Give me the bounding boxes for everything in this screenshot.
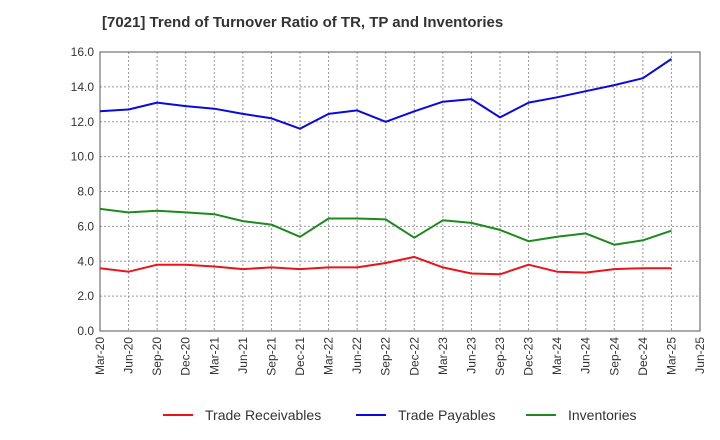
x-tick-label: Jun-20 <box>122 337 136 374</box>
legend-swatch <box>356 414 386 416</box>
x-tick-label: Sep-21 <box>264 337 278 376</box>
legend-label: Trade Payables <box>398 407 496 423</box>
chart-title: [7021] Trend of Turnover Ratio of TR, TP… <box>102 14 504 31</box>
x-tick-label: Sep-24 <box>607 337 621 376</box>
x-tick-label: Sep-23 <box>493 337 507 376</box>
x-tick-label: Dec-24 <box>636 337 650 376</box>
x-tick-label: Jun-25 <box>693 337 707 374</box>
x-tick-label: Dec-23 <box>522 337 536 376</box>
y-tick-label: 0.0 <box>77 324 94 338</box>
series-line-trade-payables <box>99 58 672 130</box>
y-tick-label: 16.0 <box>71 45 95 59</box>
x-tick-label: Mar-21 <box>207 337 221 375</box>
legend-swatch <box>163 414 193 416</box>
x-axis-ticks: Mar-20 Jun-20 Sep-20 Dec-20 Mar-21 Jun-21 Sep-… <box>93 337 707 376</box>
legend-item: Trade Receivables <box>163 405 321 425</box>
x-tick-label: Jun-22 <box>350 337 364 374</box>
x-tick-label: Mar-22 <box>322 337 336 375</box>
x-tick-label: Jun-23 <box>464 337 478 374</box>
y-tick-label: 2.0 <box>77 289 94 303</box>
series-line-inventories <box>99 207 672 246</box>
legend-item: Inventories <box>526 405 636 425</box>
x-tick-label: Dec-21 <box>293 337 307 376</box>
y-axis-ticks: 0.0 2.0 4.0 6.0 8.0 10.0 12.0 14.0 16.0 <box>71 45 95 338</box>
x-tick-label: Jun-21 <box>236 337 250 374</box>
plot-area-border <box>99 51 701 332</box>
series-line-trade-receivables <box>99 255 672 276</box>
y-tick-label: 4.0 <box>77 254 94 268</box>
legend-label: Inventories <box>568 407 637 423</box>
series-lines <box>99 58 672 276</box>
y-tick-label: 14.0 <box>71 80 95 94</box>
y-tick-label: 8.0 <box>77 185 94 199</box>
x-tick-label: Mar-24 <box>550 337 564 375</box>
x-tick-label: Mar-25 <box>664 337 678 375</box>
y-tick-label: 6.0 <box>77 219 94 233</box>
x-tick-label: Jun-24 <box>579 337 593 374</box>
legend-swatch <box>526 414 556 416</box>
x-tick-label: Sep-20 <box>150 337 164 376</box>
grid-lines <box>100 51 700 332</box>
legend-item: Trade Payables <box>356 405 496 425</box>
legend-label: Trade Receivables <box>205 407 322 423</box>
x-tick-label: Dec-20 <box>179 337 193 376</box>
x-tick-label: Dec-22 <box>407 337 421 376</box>
x-tick-label: Mar-20 <box>93 337 107 375</box>
y-tick-label: 12.0 <box>71 115 95 129</box>
x-tick-label: Mar-23 <box>436 337 450 375</box>
x-tick-label: Sep-22 <box>379 337 393 376</box>
legend: Trade Receivables Trade Payables Inventori… <box>0 405 720 425</box>
y-tick-label: 10.0 <box>71 150 95 164</box>
